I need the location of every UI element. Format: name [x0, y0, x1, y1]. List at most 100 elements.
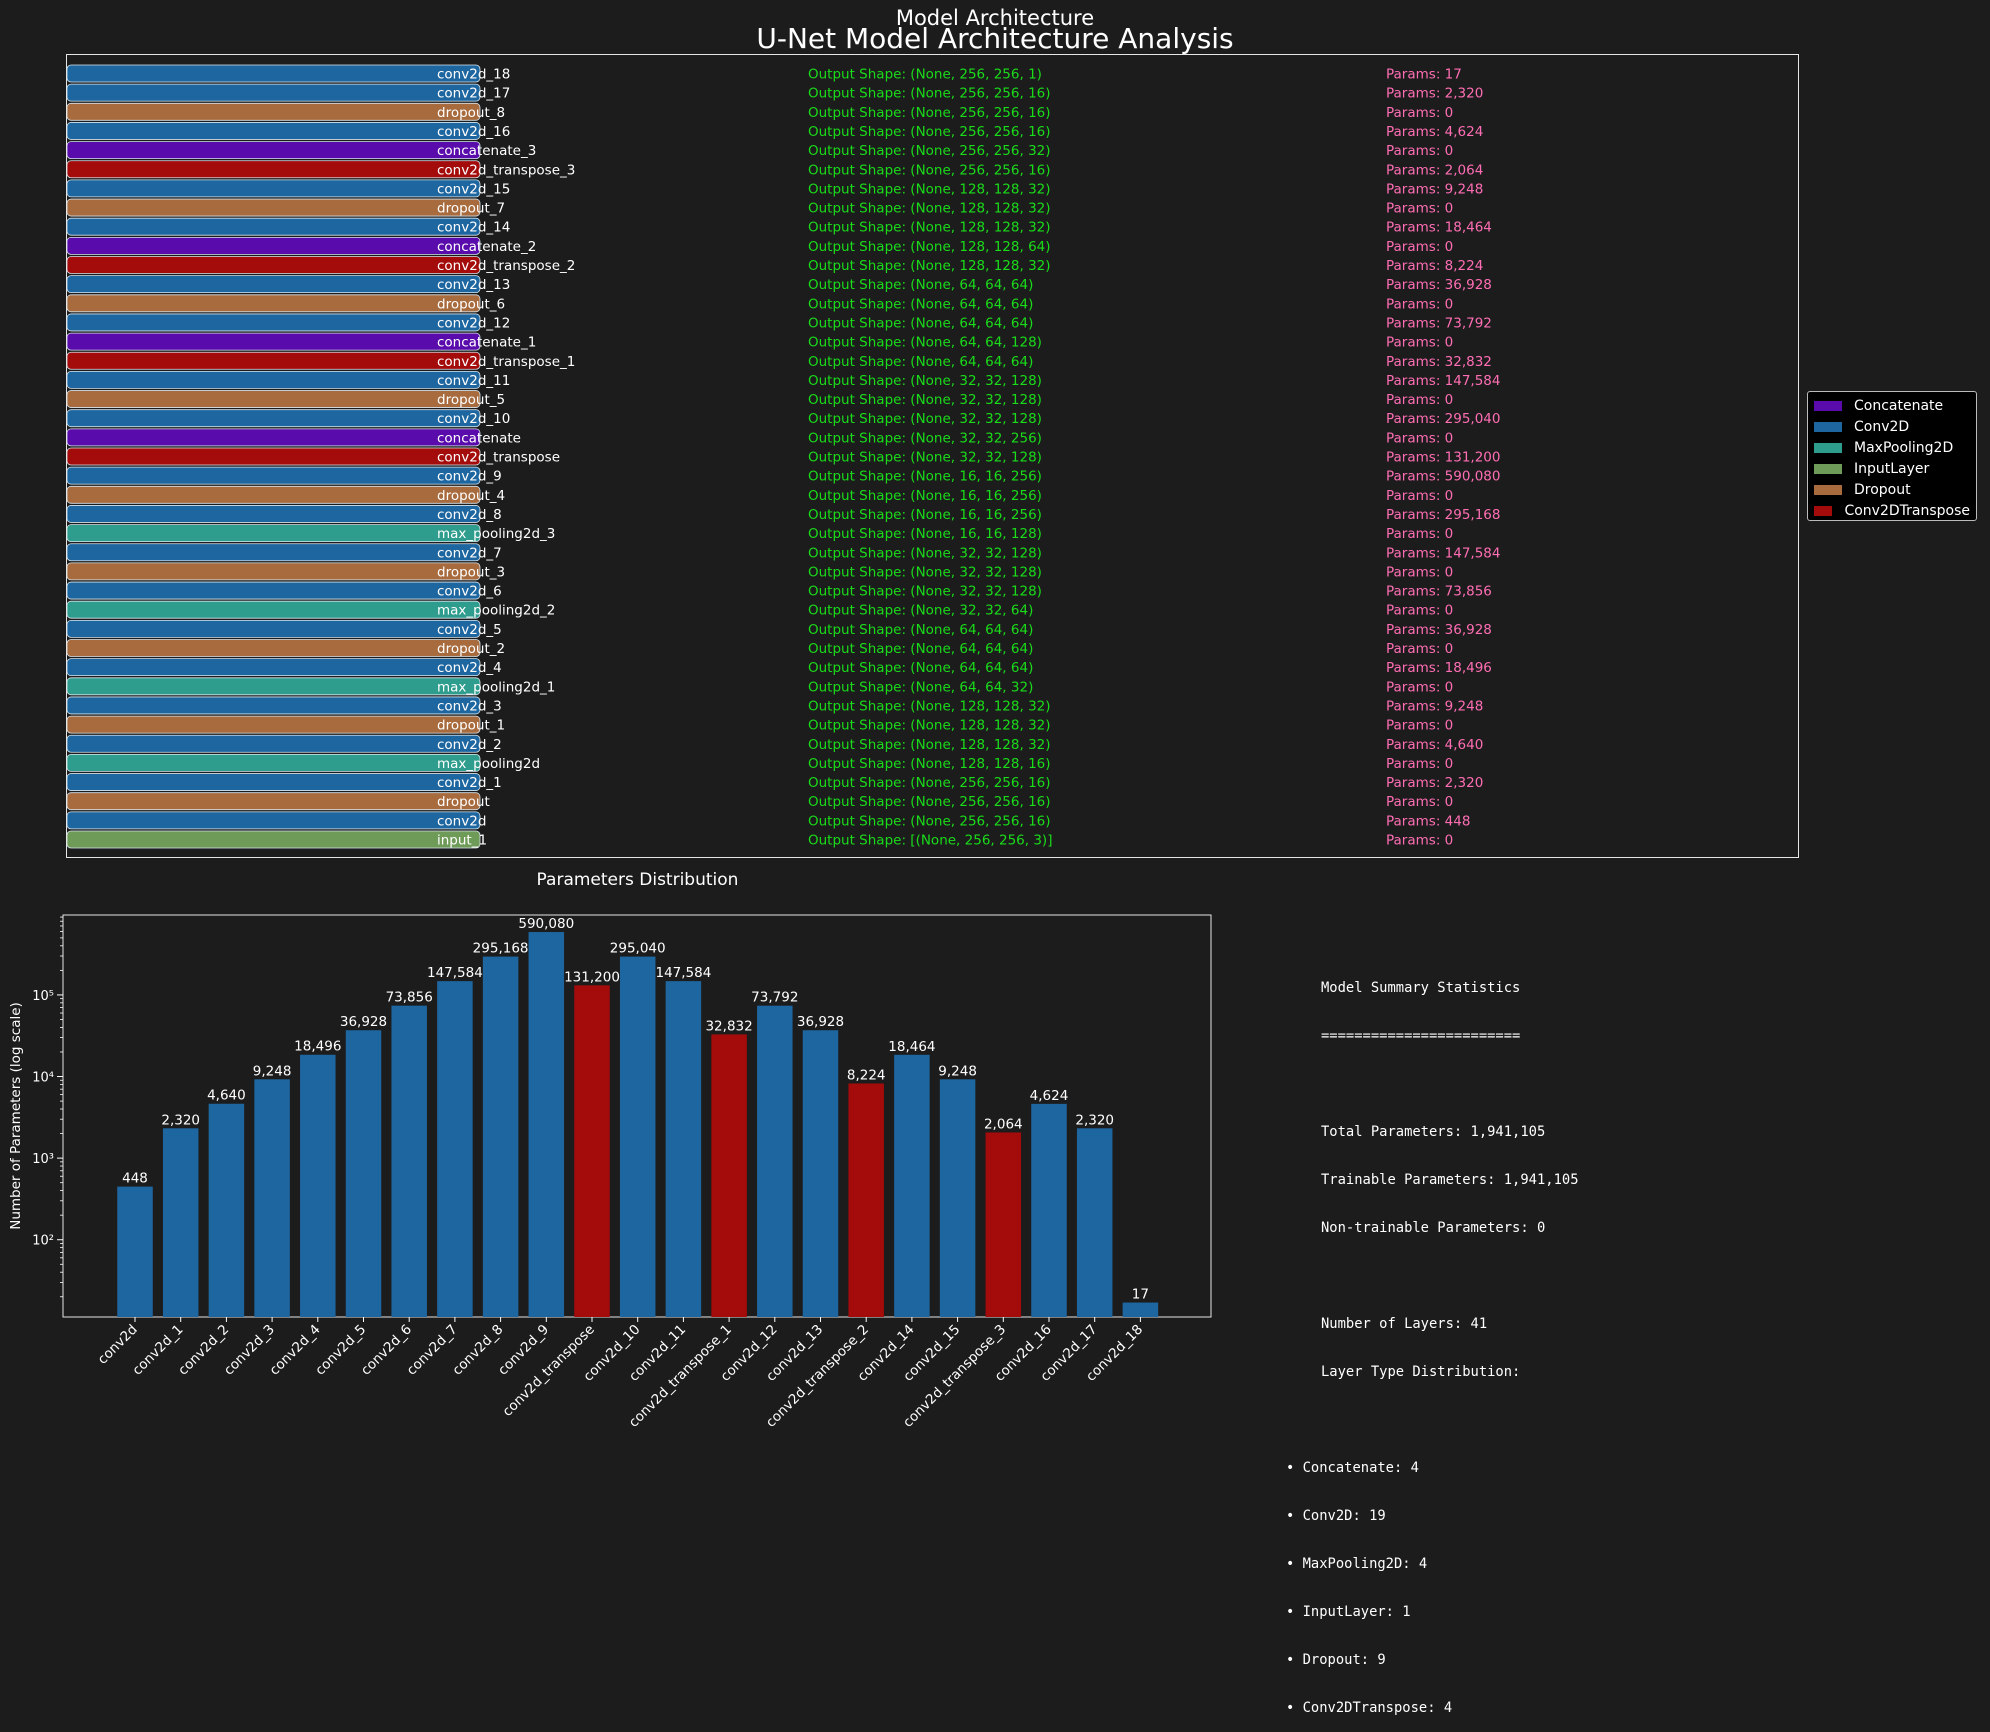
layer-row-concatenate-3: concatenate_3 Output Shape: (None, 256, 2… [67, 141, 1453, 159]
layer-name: conv2d_2 [437, 737, 502, 753]
layer-name: concatenate_3 [437, 143, 536, 159]
bar-conv2d-1 [162, 1128, 199, 1317]
layer-params: Params: 8,224 [1386, 258, 1483, 274]
layer-name: conv2d_18 [437, 67, 510, 83]
model-summary: Model Summary Statistics ===============… [1286, 948, 1579, 1732]
architecture-diagram: conv2d_18 Output Shape: (None, 256, 256, … [67, 64, 1500, 849]
bar-conv2d-9 [528, 932, 565, 1317]
layer-params: Params: 73,856 [1386, 584, 1492, 600]
summary-total-params: Total Parameters: 1,941,105 [1321, 1124, 1546, 1140]
bar-conv2d-3 [254, 1079, 290, 1317]
layer-row-dropout-8: dropout_8 Output Shape: (None, 256, 256, … [67, 102, 1453, 121]
layer-bar [67, 409, 481, 428]
layer-name: dropout_5 [437, 392, 505, 408]
layer-params: Params: 36,928 [1386, 622, 1492, 638]
layer-row-conv2d-transpose-2: conv2d_transpose_2 Output Shape: (None, 1… [67, 256, 1483, 274]
layer-bar [67, 179, 481, 198]
bar-conv2d-8 [482, 956, 519, 1317]
bar-value-label: 4,640 [207, 1088, 246, 1104]
layer-row-input-1: input_1 Output Shape: [(None, 256, 256, 3… [67, 830, 1453, 849]
layer-name: conv2d_13 [437, 277, 510, 293]
layer-name: dropout_8 [437, 105, 505, 121]
layer-bar [67, 236, 481, 255]
y-tick-label: 10⁵ [32, 989, 54, 1004]
figure-suptitle: U-Net Model Architecture Analysis [756, 22, 1234, 55]
layer-row-conv2d-16: conv2d_16 Output Shape: (None, 256, 256, … [67, 122, 1483, 140]
layer-params: Params: 0 [1386, 718, 1453, 734]
layer-output-shape: Output Shape: (None, 64, 64, 64) [808, 277, 1033, 293]
layer-name: conv2d [437, 813, 486, 829]
layer-name: conv2d_10 [437, 411, 510, 427]
summary-dist-conv2d: • Conv2D: 19 [1286, 1508, 1386, 1524]
layer-row-conv2d-2: conv2d_2 Output Shape: (None, 128, 128, 3… [67, 734, 1483, 753]
layer-params: Params: 73,792 [1386, 315, 1492, 331]
layer-output-shape: Output Shape: (None, 32, 32, 128) [808, 564, 1042, 580]
bar-value-label: 147,584 [655, 965, 711, 981]
layer-bar [67, 160, 481, 179]
bar-conv2d-11 [665, 981, 702, 1317]
layer-params: Params: 0 [1386, 833, 1453, 849]
layer-bar [67, 734, 481, 753]
bar-value-label: 36,928 [340, 1014, 387, 1030]
layer-row-conv2d-3: conv2d_3 Output Shape: (None, 128, 128, 3… [67, 696, 1483, 714]
legend-label: Conv2DTranspose [1844, 502, 1970, 519]
layer-params: Params: 0 [1386, 756, 1453, 772]
layer-bar [67, 830, 481, 849]
legend-item-conv2d: Conv2D [1814, 416, 1970, 437]
layer-name: conv2d_14 [437, 220, 510, 236]
bar-value-label: 295,040 [610, 941, 666, 957]
bar-value-label: 2,064 [984, 1116, 1023, 1132]
legend-swatch [1814, 442, 1842, 453]
layer-name: dropout [437, 794, 490, 810]
layer-params: Params: 0 [1386, 526, 1453, 542]
bar-value-label: 295,168 [473, 941, 529, 957]
layer-row-conv2d-transpose-1: conv2d_transpose_1 Output Shape: (None, 6… [67, 351, 1492, 370]
layer-params: Params: 2,320 [1386, 86, 1483, 102]
bar-value-label: 36,928 [797, 1014, 844, 1030]
bar-conv2d-6 [391, 1005, 427, 1317]
architecture-panel: conv2d_18 Output Shape: (None, 256, 256, … [66, 54, 1799, 858]
layer-output-shape: Output Shape: (None, 128, 128, 64) [808, 239, 1051, 255]
layer-bar [67, 562, 481, 581]
layer-row-conv2d-4: conv2d_4 Output Shape: (None, 64, 64, 64)… [67, 658, 1492, 676]
layer-params: Params: 9,248 [1386, 698, 1483, 714]
layer-row-conv2d-9: conv2d_9 Output Shape: (None, 16, 16, 256… [67, 466, 1500, 485]
bar-value-label: 18,464 [888, 1039, 935, 1055]
layer-bar [67, 773, 481, 791]
layer-name: conv2d_17 [437, 86, 510, 102]
layer-bar [67, 639, 481, 657]
layer-name: max_pooling2d_2 [437, 603, 555, 619]
layer-bar [67, 198, 481, 217]
layer-bar [67, 581, 481, 600]
layer-type-legend: Concatenate Conv2D MaxPooling2D InputLayer D… [1807, 391, 1977, 521]
layer-bar [67, 466, 481, 485]
layer-output-shape: Output Shape: (None, 64, 64, 64) [808, 622, 1033, 638]
bar-conv2d-4 [300, 1054, 336, 1317]
summary-dist-maxpooling2d: • MaxPooling2D: 4 [1286, 1556, 1428, 1572]
layer-params: Params: 131,200 [1386, 450, 1500, 466]
summary-dist-inputlayer: • InputLayer: 1 [1286, 1604, 1411, 1620]
layer-row-dropout-3: dropout_3 Output Shape: (None, 32, 32, 12… [67, 562, 1453, 581]
layer-bar [67, 543, 481, 562]
layer-name: max_pooling2d_1 [437, 679, 555, 695]
bar-conv2d-14 [894, 1054, 930, 1317]
bar-conv2d-7 [437, 981, 473, 1317]
layer-row-conv2d-7: conv2d_7 Output Shape: (None, 32, 32, 128… [67, 543, 1500, 562]
layer-output-shape: Output Shape: (None, 64, 64, 32) [808, 679, 1033, 695]
layer-output-shape: Output Shape: (None, 32, 32, 128) [808, 450, 1042, 466]
legend-item-concatenate: Concatenate [1814, 395, 1970, 416]
layer-output-shape: Output Shape: (None, 16, 16, 256) [808, 488, 1042, 504]
y-tick-label: 10⁴ [32, 1071, 54, 1086]
summary-dist-concatenate: • Concatenate: 4 [1286, 1460, 1419, 1476]
layer-params: Params: 0 [1386, 239, 1453, 255]
layer-params: Params: 0 [1386, 679, 1453, 695]
layer-name: dropout_3 [437, 564, 505, 580]
layer-bar [67, 524, 481, 542]
summary-dist-dropout: • Dropout: 9 [1286, 1652, 1386, 1668]
layer-name: conv2d_transpose_2 [437, 258, 575, 274]
layer-output-shape: Output Shape: (None, 128, 128, 32) [808, 718, 1051, 734]
bar-conv2d-transpose [574, 985, 610, 1317]
bar-value-label: 2,320 [161, 1112, 200, 1128]
layer-output-shape: Output Shape: (None, 256, 256, 16) [808, 794, 1051, 810]
layer-output-shape: Output Shape: (None, 64, 64, 64) [808, 354, 1033, 370]
